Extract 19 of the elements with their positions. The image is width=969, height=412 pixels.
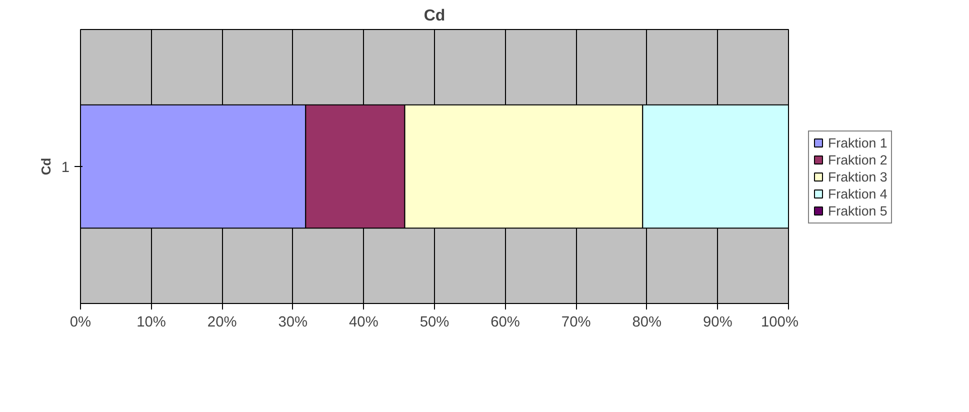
x-tick-label: 100%: [761, 314, 799, 330]
x-tick-label: 50%: [420, 314, 450, 330]
legend-label: Fraktion 1: [828, 135, 888, 150]
legend-label: Fraktion 5: [828, 203, 888, 218]
x-tick-label: 40%: [349, 314, 378, 330]
x-tick-label: 90%: [703, 314, 732, 330]
x-tick-label: 0%: [70, 314, 92, 330]
chart-title: Cd: [424, 8, 446, 24]
x-tick-label: 20%: [207, 314, 237, 330]
y-tick-label: 1: [61, 160, 70, 176]
x-tick-label: 80%: [632, 314, 662, 330]
legend-label: Fraktion 4: [828, 186, 888, 201]
legend-label: Fraktion 3: [828, 169, 888, 184]
x-tick-label: 60%: [490, 314, 520, 330]
x-tick-label: 10%: [136, 314, 166, 330]
y-axis-title: Cd: [38, 158, 54, 176]
legend-label: Fraktion 2: [828, 152, 888, 167]
x-tick-label: 70%: [561, 314, 591, 330]
x-tick-label: 30%: [278, 314, 308, 330]
